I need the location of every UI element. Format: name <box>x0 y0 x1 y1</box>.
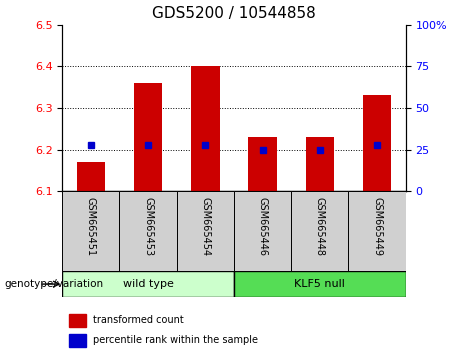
Bar <box>363 96 391 191</box>
Text: GSM665451: GSM665451 <box>86 197 96 256</box>
Text: GSM665454: GSM665454 <box>201 197 210 256</box>
Bar <box>62 271 234 297</box>
Text: GSM665446: GSM665446 <box>258 197 267 256</box>
Text: percentile rank within the sample: percentile rank within the sample <box>93 335 258 345</box>
Bar <box>248 137 277 191</box>
Text: wild type: wild type <box>123 279 173 289</box>
Bar <box>69 334 86 347</box>
Text: GSM665453: GSM665453 <box>143 197 153 256</box>
Bar <box>77 162 105 191</box>
Text: GSM665449: GSM665449 <box>372 197 382 256</box>
Bar <box>349 191 406 271</box>
Bar <box>119 191 177 271</box>
Title: GDS5200 / 10544858: GDS5200 / 10544858 <box>152 6 316 21</box>
Bar <box>62 191 119 271</box>
Bar <box>191 66 219 191</box>
Text: genotype/variation: genotype/variation <box>5 279 104 289</box>
Bar <box>177 191 234 271</box>
Text: GSM665448: GSM665448 <box>315 197 325 256</box>
Text: KLF5 null: KLF5 null <box>295 279 345 289</box>
Bar <box>234 191 291 271</box>
Bar <box>234 271 406 297</box>
Bar <box>134 83 162 191</box>
Text: transformed count: transformed count <box>93 315 184 325</box>
Bar <box>69 314 86 327</box>
Bar <box>306 137 334 191</box>
Bar <box>291 191 349 271</box>
